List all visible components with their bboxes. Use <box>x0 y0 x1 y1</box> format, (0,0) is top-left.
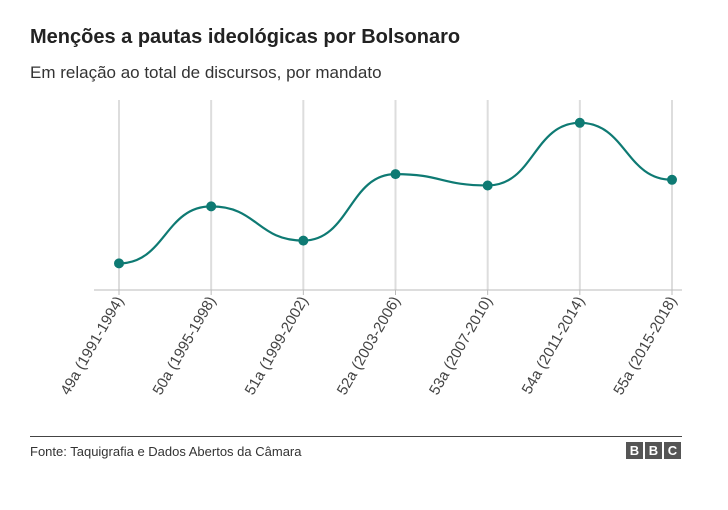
bbc-logo-letter-1: B <box>626 442 643 459</box>
x-tick-label-4: 52a (2003-2006) <box>334 293 404 398</box>
data-point-7 <box>667 174 677 185</box>
data-point-6 <box>574 117 585 128</box>
data-point-1 <box>114 258 124 269</box>
line-chart: 49a (1991-1994) 50a (1995-1998) 51a (1999-… <box>57 100 682 398</box>
x-tick-label-1: 49a (1991-1994) <box>57 293 127 398</box>
chart-subtitle: Em relação ao total de discursos, por ma… <box>30 63 382 82</box>
data-points <box>114 117 677 269</box>
x-tick-label-3: 51a (1999-2002) <box>242 293 312 398</box>
x-tick-label-2: 50a (1995-1998) <box>149 293 219 398</box>
data-point-4 <box>390 169 401 180</box>
x-tick-labels: 49a (1991-1994) 50a (1995-1998) 51a (1999-… <box>57 293 680 398</box>
source-note: Fonte: Taquigrafia e Dados Abertos da Câ… <box>30 444 302 459</box>
footer-divider <box>30 436 682 437</box>
x-tick-label-7: 55a (2015-2018) <box>610 293 680 398</box>
chart-title: Menções a pautas ideológicas por Bolsona… <box>30 26 461 48</box>
bbc-logo-letter-3: C <box>664 442 681 459</box>
bbc-logo-letter-2: B <box>645 442 662 459</box>
grid-lines <box>118 100 673 290</box>
x-tick-label-5: 53a (2007-2010) <box>426 293 496 398</box>
x-tick-label-6: 54a (2011-2014) <box>519 294 589 398</box>
bbc-logo: B B C <box>626 442 681 459</box>
x-axis <box>94 289 682 295</box>
data-point-5 <box>482 180 493 191</box>
data-point-3 <box>298 235 309 246</box>
data-point-2 <box>206 201 217 212</box>
